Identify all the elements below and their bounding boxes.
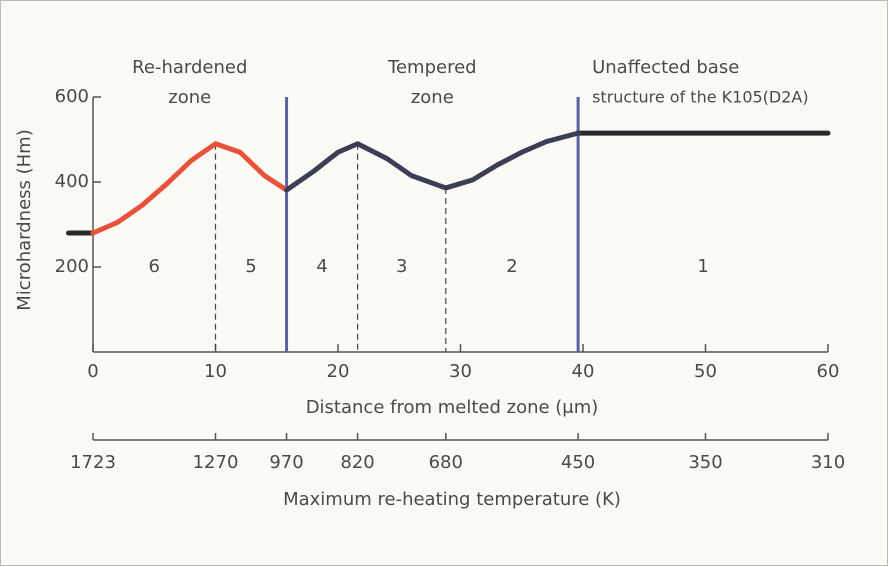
zone-number: 1	[697, 256, 708, 277]
zone-number: 6	[149, 256, 160, 277]
temperature-tick-label: 1270	[193, 452, 239, 473]
temperature-axis-label: Maximum re-heating temperature (K)	[283, 489, 621, 510]
zone-number: 4	[316, 256, 327, 277]
region-title: Re-hardened	[132, 57, 247, 78]
temperature-tick-label: 1723	[70, 452, 116, 473]
zone-number: 2	[506, 256, 517, 277]
x-tick-label: 60	[817, 361, 840, 382]
temperature-tick-label: 680	[429, 452, 463, 473]
temperature-tick-label: 310	[811, 452, 845, 473]
y-tick-label: 400	[55, 171, 89, 192]
zone-number: 5	[245, 256, 256, 277]
x-tick-label: 10	[204, 361, 227, 382]
x-tick-label: 50	[694, 361, 717, 382]
x-axis-label: Distance from melted zone (μm)	[306, 397, 599, 418]
y-tick-label: 200	[55, 256, 89, 277]
hardness-line	[284, 130, 581, 193]
temperature-tick-label: 970	[269, 452, 303, 473]
hardness-line	[66, 130, 831, 236]
x-tick-label: 30	[449, 361, 472, 382]
y-axis-label: Microhardness (Hm)	[14, 129, 35, 310]
region-title: Tempered	[387, 57, 477, 78]
temperature-tick-label: 450	[561, 452, 595, 473]
region-title: structure of the K105(D2A)	[592, 88, 809, 107]
x-tick-label: 20	[327, 361, 350, 382]
y-tick-label: 600	[55, 86, 89, 107]
region-title: zone	[411, 87, 454, 108]
x-tick-label: 40	[572, 361, 595, 382]
region-title: Unaffected base	[592, 57, 739, 78]
temperature-tick-label: 350	[688, 452, 722, 473]
x-tick-label: 0	[87, 361, 98, 382]
zone-number: 3	[396, 256, 407, 277]
region-title: zone	[168, 87, 211, 108]
temperature-tick-label: 820	[340, 452, 374, 473]
hardness-line	[90, 141, 290, 236]
